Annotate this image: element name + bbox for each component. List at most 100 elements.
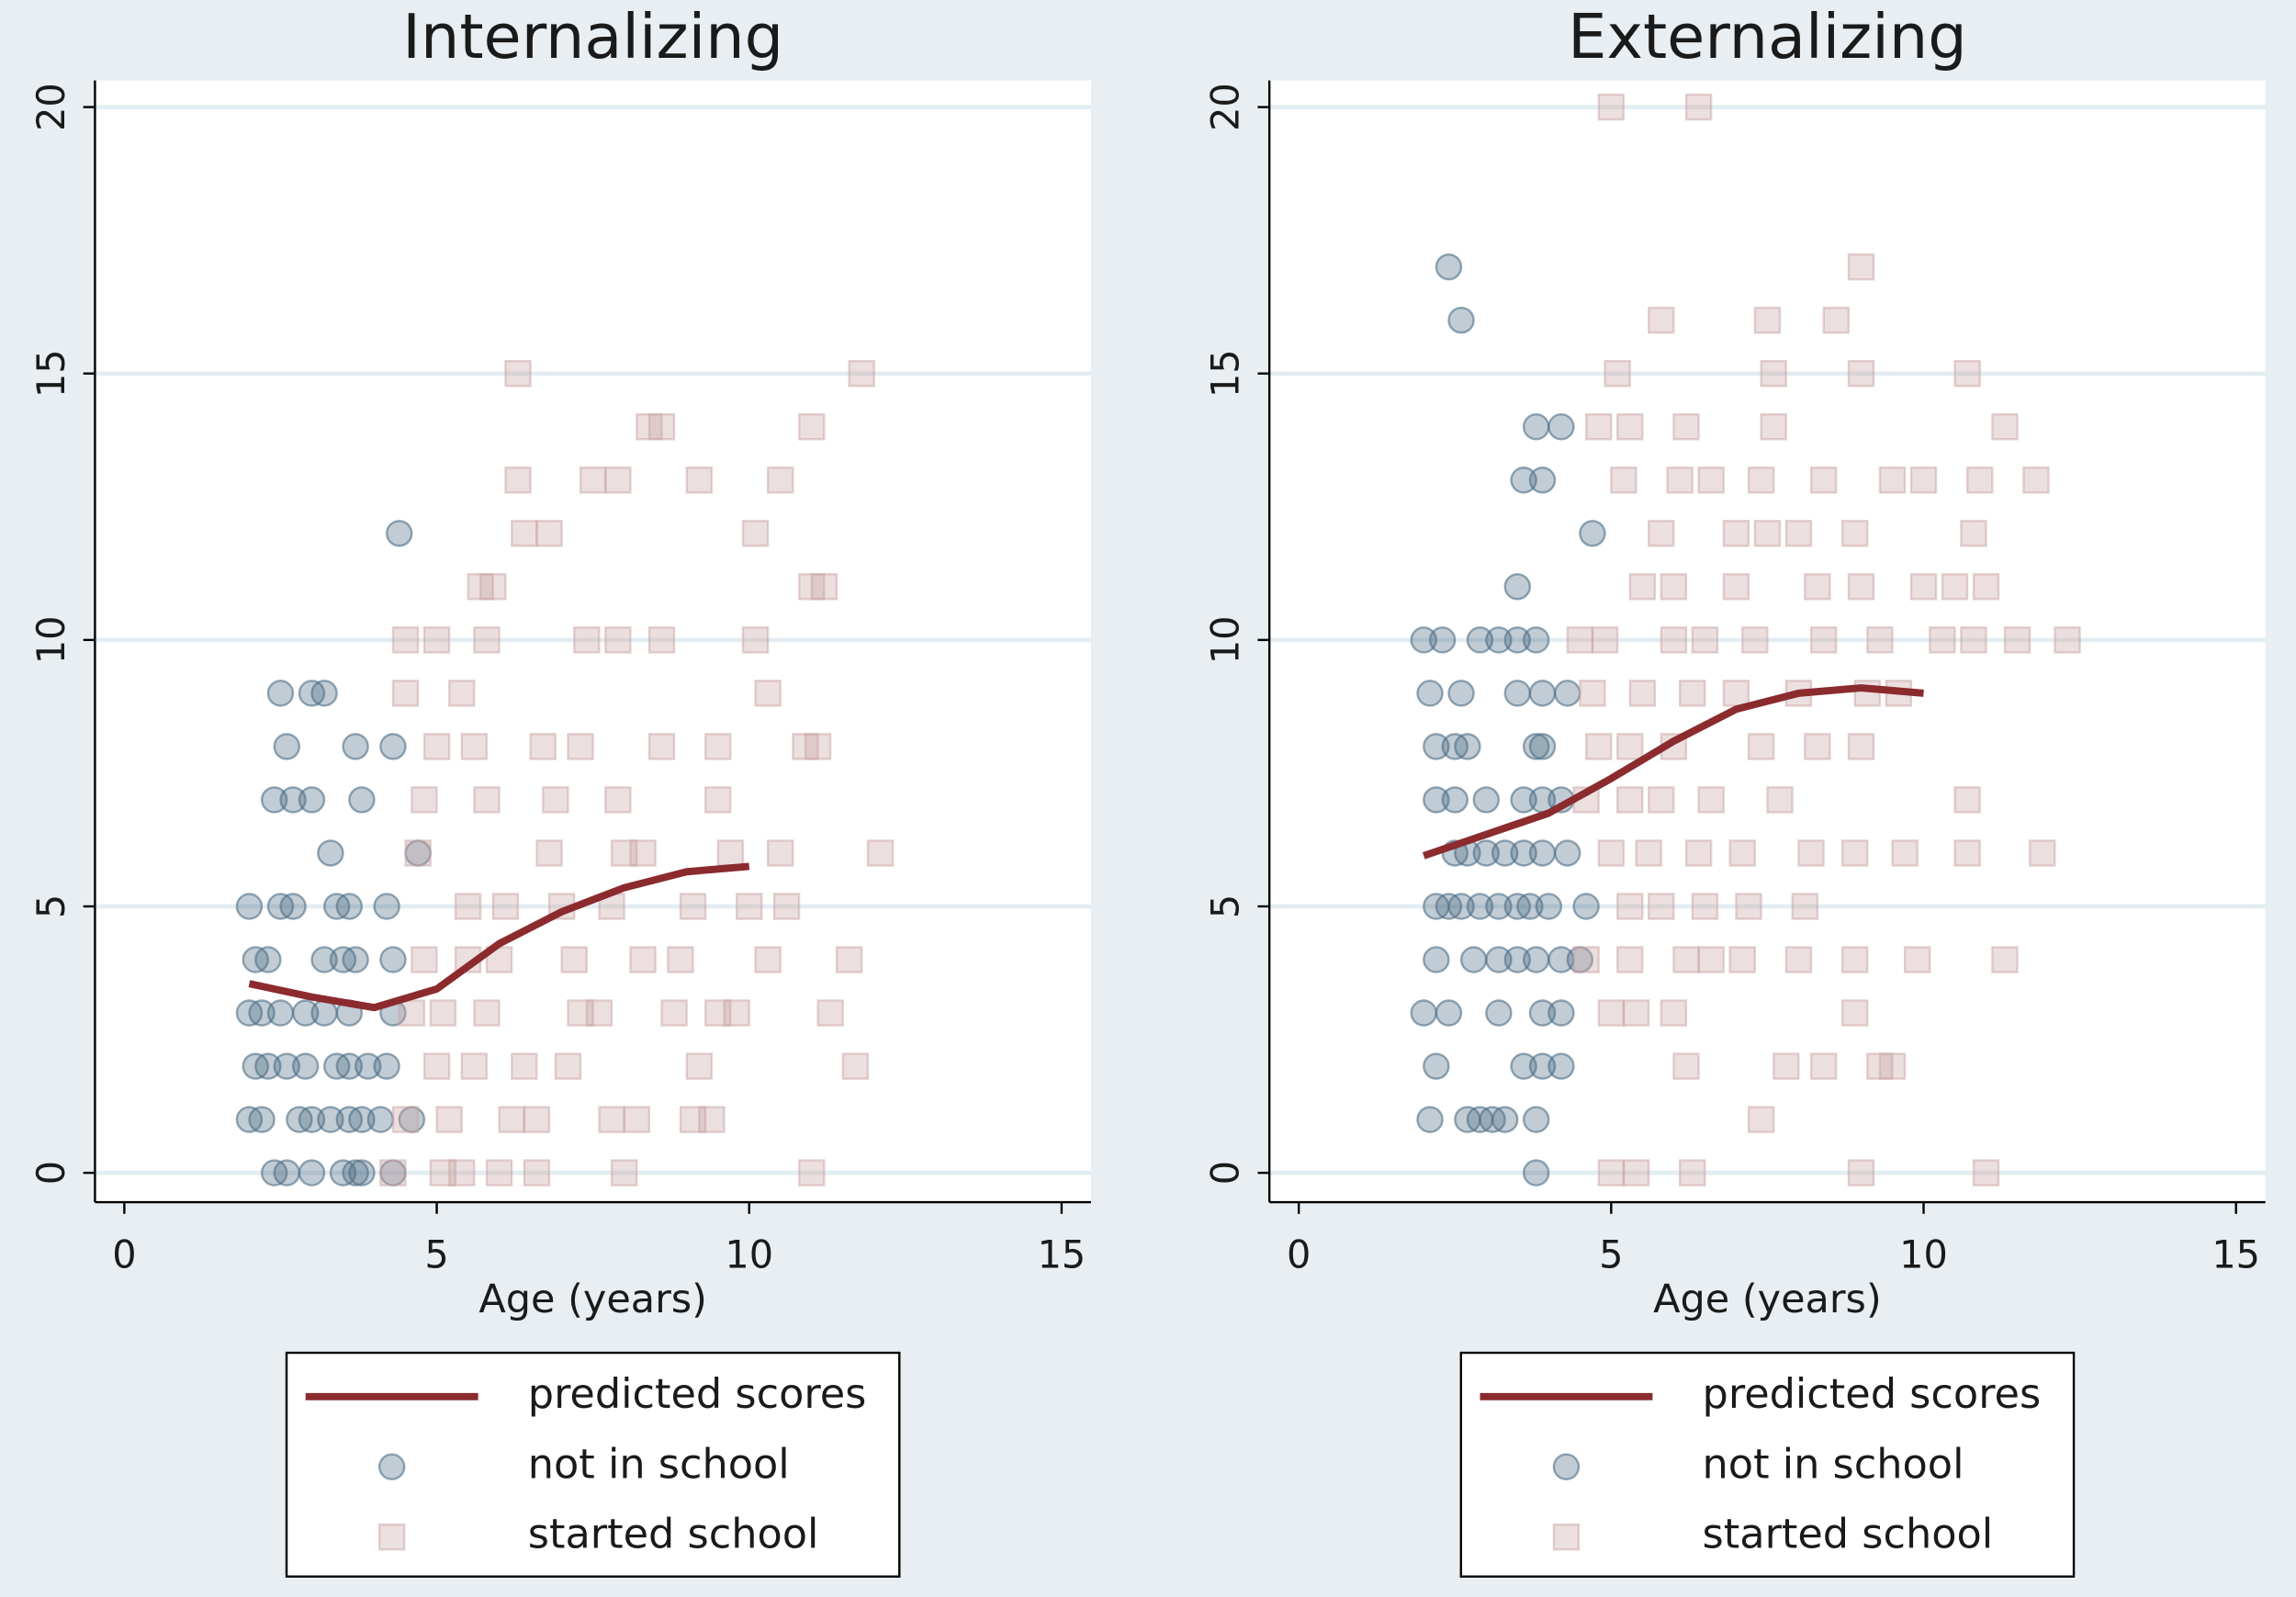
point	[386, 520, 413, 547]
point	[1503, 946, 1532, 973]
point	[703, 733, 732, 760]
point	[1584, 733, 1613, 760]
point	[298, 786, 326, 814]
point	[585, 999, 613, 1027]
point	[1804, 573, 1831, 601]
point	[1791, 893, 1818, 920]
point	[1616, 413, 1644, 441]
point	[411, 786, 438, 814]
point	[629, 839, 657, 867]
point	[1753, 306, 1782, 334]
y-tick-label: 0	[29, 1161, 73, 1185]
point	[1435, 253, 1463, 281]
point	[542, 786, 569, 814]
x-tick-label: 0	[1287, 1233, 1311, 1277]
point	[348, 786, 376, 814]
point	[1878, 467, 1907, 494]
point	[1566, 626, 1594, 654]
point	[1428, 626, 1457, 654]
point	[1522, 626, 1550, 654]
point	[1660, 573, 1688, 601]
y-tick-label: 10	[29, 616, 73, 665]
point	[698, 1106, 726, 1133]
point	[1847, 573, 1875, 601]
point	[816, 999, 844, 1027]
point	[1447, 893, 1475, 920]
point	[835, 946, 863, 973]
point	[1766, 786, 1794, 814]
point	[1747, 467, 1775, 494]
point	[535, 520, 563, 547]
point	[1909, 573, 1938, 601]
legend-box	[285, 1351, 901, 1578]
point	[660, 999, 688, 1027]
point	[1660, 626, 1688, 654]
point	[1941, 573, 1969, 601]
point	[1866, 626, 1894, 654]
point	[1960, 520, 1987, 547]
point	[1784, 946, 1813, 973]
point	[1840, 946, 1869, 973]
point	[848, 359, 875, 388]
point	[1741, 626, 1769, 654]
point	[1491, 1106, 1519, 1133]
point	[716, 839, 745, 867]
point	[366, 1106, 395, 1133]
point	[1747, 1106, 1775, 1133]
point	[498, 1106, 525, 1133]
point	[1616, 786, 1644, 814]
point	[1691, 626, 1719, 654]
predicted-line	[248, 862, 750, 1012]
point	[1604, 359, 1631, 388]
point	[1579, 680, 1606, 707]
legend-label: predicted scores	[528, 1370, 867, 1418]
point	[1441, 786, 1469, 814]
point	[1416, 1106, 1444, 1133]
point	[460, 733, 489, 760]
point	[1953, 839, 1981, 867]
point	[342, 946, 369, 973]
point	[310, 946, 338, 973]
point	[1584, 413, 1613, 441]
point	[1510, 467, 1537, 494]
point	[610, 1159, 638, 1187]
point	[1722, 680, 1750, 707]
point	[1485, 999, 1513, 1027]
point	[767, 839, 794, 867]
point	[379, 946, 407, 973]
x-axis-label: Age (years)	[478, 1276, 707, 1322]
legend-marker	[1552, 1523, 1581, 1551]
point	[1648, 306, 1675, 334]
point	[2022, 467, 2050, 494]
point	[1840, 520, 1869, 547]
point	[435, 1106, 463, 1133]
point	[479, 573, 507, 601]
y-tick-label: 5	[1204, 894, 1248, 918]
point	[679, 1106, 707, 1133]
point	[554, 1052, 582, 1080]
point	[1666, 467, 1694, 494]
point	[1797, 839, 1825, 867]
point	[2054, 626, 2081, 654]
point	[273, 1159, 301, 1187]
point	[1528, 1052, 1557, 1080]
legend-label: started school	[528, 1511, 819, 1558]
point	[1684, 93, 1713, 121]
y-tick-label: 0	[1204, 1161, 1248, 1185]
point	[667, 946, 694, 973]
point	[291, 1052, 320, 1080]
legend-label: predicted scores	[1703, 1370, 2042, 1418]
x-tick-label: 10	[1899, 1233, 1948, 1277]
point	[1522, 413, 1550, 441]
point	[1528, 680, 1557, 707]
y-tick-label: 20	[1204, 83, 1248, 131]
point	[1510, 786, 1537, 814]
point	[411, 946, 438, 973]
point	[573, 626, 601, 654]
point	[604, 786, 632, 814]
point	[473, 786, 501, 814]
point	[1753, 520, 1782, 547]
point	[1822, 306, 1850, 334]
x-tick-label: 5	[1599, 1233, 1623, 1277]
